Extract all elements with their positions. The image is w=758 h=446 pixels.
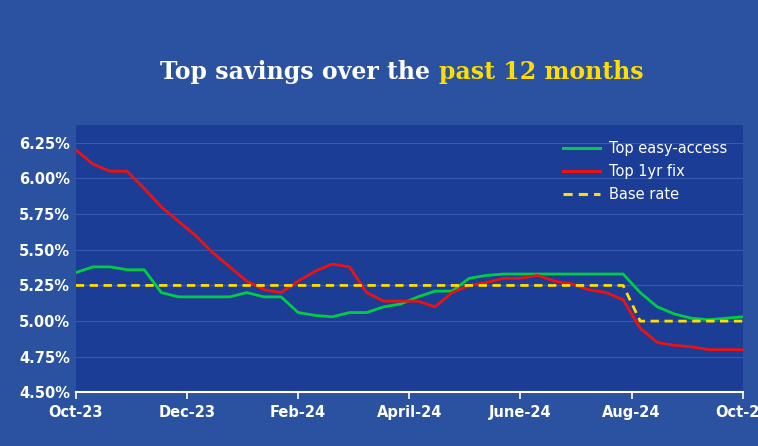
Text: Top savings over the: Top savings over the — [160, 61, 439, 84]
Text: past 12 months: past 12 months — [439, 61, 644, 84]
Legend: Top easy-access, Top 1yr fix, Base rate: Top easy-access, Top 1yr fix, Base rate — [555, 132, 735, 211]
